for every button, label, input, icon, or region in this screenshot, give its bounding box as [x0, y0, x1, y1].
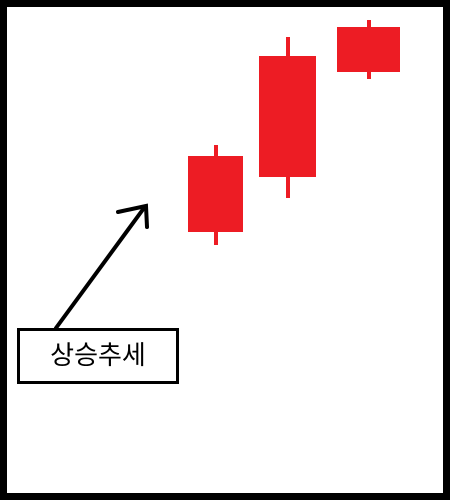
candle-3 — [337, 20, 400, 79]
candle-3-body — [337, 27, 400, 72]
diagram-canvas — [7, 7, 443, 493]
trend-label: 상승추세 — [50, 341, 146, 371]
trend-label-box: 상승추세 — [17, 328, 179, 384]
candle-2-body — [259, 56, 316, 177]
candle-1-body — [188, 156, 243, 232]
candle-1 — [188, 145, 243, 245]
arrow-shaft — [54, 206, 146, 330]
arrow-up-right-icon — [54, 203, 149, 330]
candle-2 — [259, 37, 316, 198]
arrow-head — [116, 203, 149, 229]
